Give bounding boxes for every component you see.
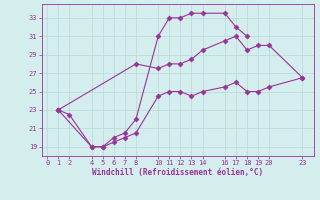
X-axis label: Windchill (Refroidissement éolien,°C): Windchill (Refroidissement éolien,°C) <box>92 168 263 177</box>
